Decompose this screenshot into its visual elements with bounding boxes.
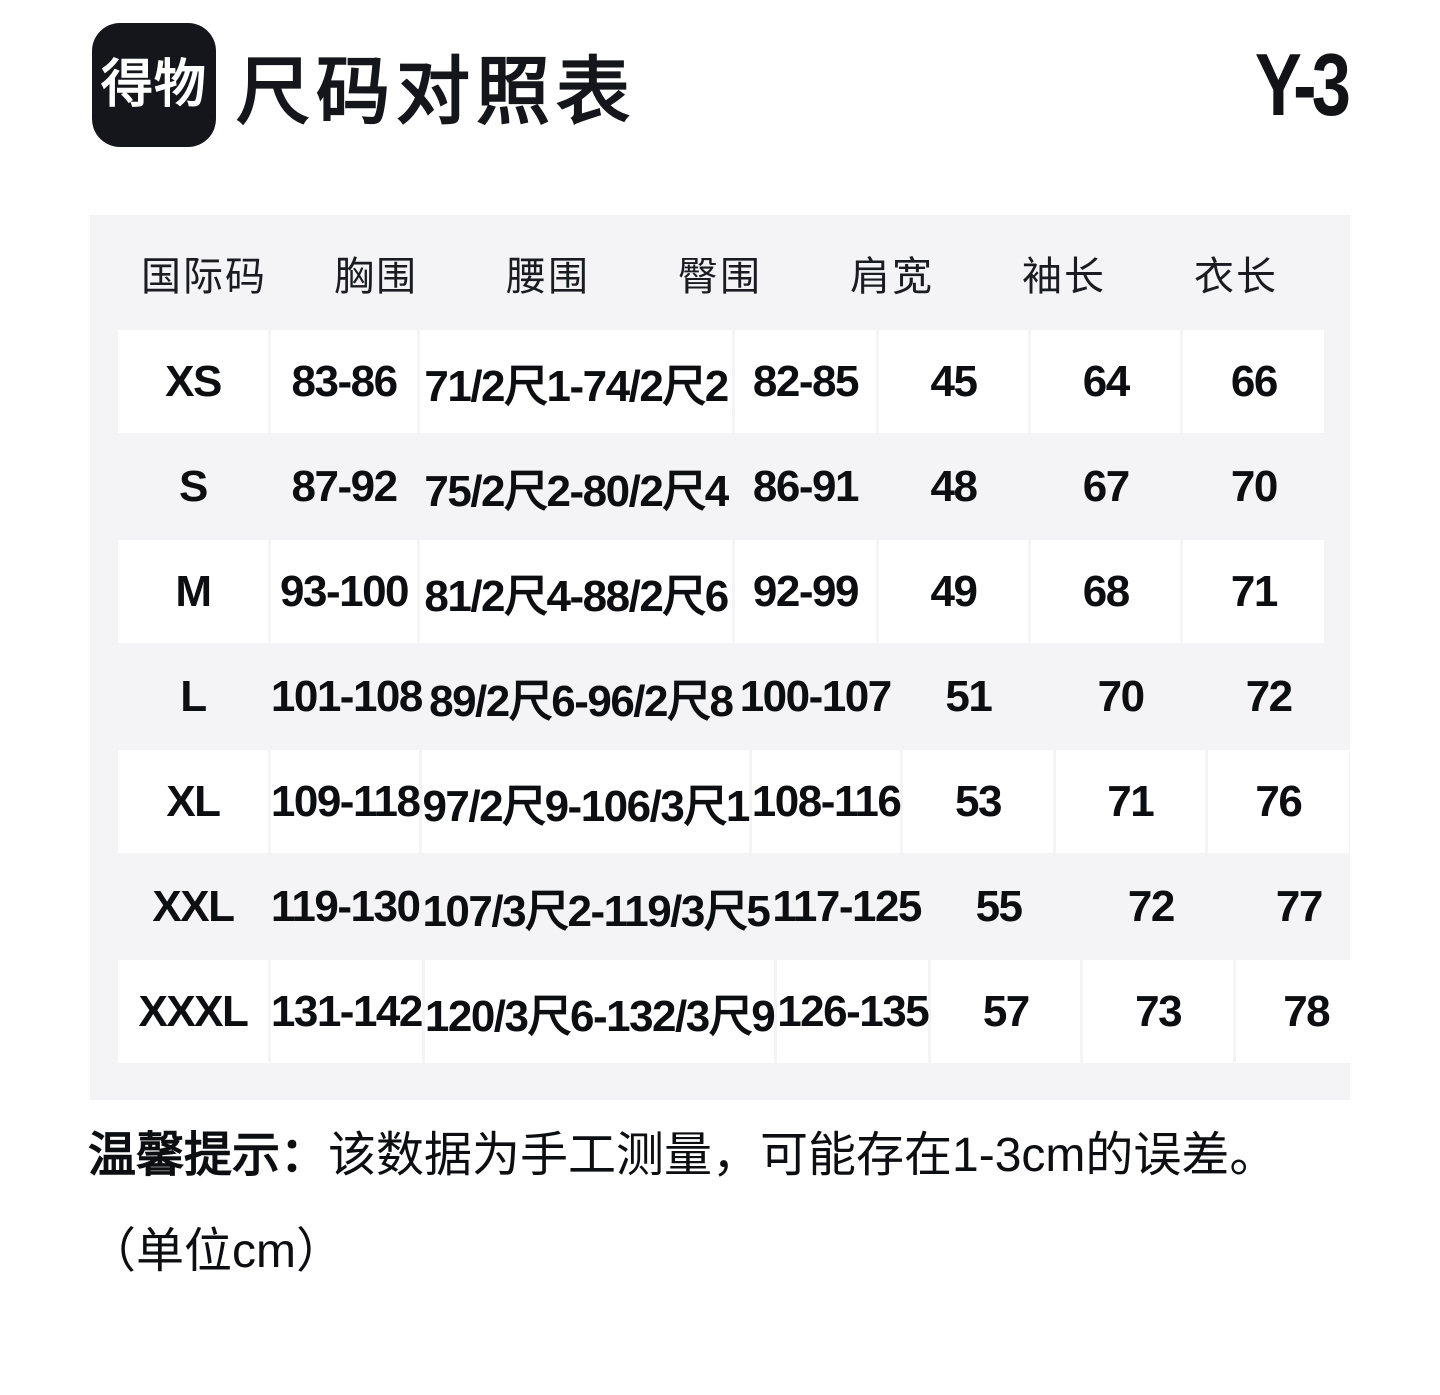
cell-length: 70 [1230,461,1278,511]
cell-shoulder: 48 [930,461,978,511]
cell-chest: 83-86 [270,330,418,433]
cell-shoulder: 49 [878,540,1029,643]
cell-length: 72 [1245,671,1293,721]
cell-sleeve: 70 [1097,671,1145,721]
cell-chest: 109-118 [270,750,421,853]
column-header-shoulder: 肩宽 [850,254,934,299]
cell-length: 66 [1183,330,1325,433]
cell-size: XXXL [118,960,268,1063]
column-header-waist: 腰围 [506,254,590,299]
cell-shoulder: 55 [975,881,1023,931]
cell-chest: 87-92 [291,461,399,511]
cell-size: L [180,671,207,721]
cell-waist: 120/3尺6-132/3尺9 [424,960,776,1063]
note-text: 该数据为手工测量，可能存在1-3cm的误差。 [328,1129,1278,1182]
table-row-xs: XS 83-86 71/2尺1-74/2尺2 82-85 45 64 66 [118,330,1325,433]
footer-note: 温馨提示：该数据为手工测量，可能存在1-3cm的误差。 （单位cm） [88,1124,1350,1284]
size-chart-table: 国际码 胸围 腰围 臀围 肩宽 袖长 衣长 XS 83-86 71/2尺1-74… [90,215,1377,1100]
cell-hip: 82-85 [735,330,876,433]
topbar: 得物 尺码对照表 Y-3 [0,0,1440,148]
note-label: 温馨提示： [88,1129,329,1182]
page-title: 尺码对照表 [236,49,636,133]
cell-shoulder: 51 [945,671,992,721]
cell-size: XL [118,750,268,853]
column-header-length: 衣长 [1194,254,1278,299]
cell-waist: 75/2尺2-80/2尺4 [424,466,729,516]
column-header-size: 国际码 [141,254,267,299]
cell-hip: 117-125 [772,881,922,931]
cell-waist: 89/2尺6-96/2尺8 [429,676,734,726]
cell-size: XS [118,330,268,433]
table-row-s: S 87-92 75/2尺2-80/2尺4 86-91 48 67 70 [118,435,1322,538]
cell-length: 76 [1207,750,1349,853]
cell-sleeve: 64 [1031,330,1181,433]
cell-sleeve: 71 [1055,750,1205,853]
cell-length: 78 [1235,960,1377,1063]
table-row-xl: XL 109-118 97/2尺9-106/3尺1 108-116 53 71 … [118,750,1349,853]
table-row-xxxl: XXXL 131-142 120/3尺6-132/3尺9 126-135 57 … [118,960,1377,1063]
cell-size: XXL [152,881,235,931]
cell-chest: 131-142 [270,960,423,1063]
table-row-l: L 101-108 89/2尺6-96/2尺8 100-107 51 70 72 [118,645,1322,748]
column-header-sleeve: 袖长 [1022,254,1106,299]
cell-size: M [118,540,268,643]
cell-hip: 86-91 [752,461,860,511]
cell-hip: 100-107 [739,671,892,721]
cell-waist: 107/3尺2-119/3尺5 [422,886,770,936]
cell-length: 71 [1183,540,1325,643]
cell-waist: 81/2尺4-88/2尺6 [420,540,732,643]
cell-waist: 97/2尺9-106/3尺1 [422,750,750,853]
note-unit: （单位cm） [88,1225,344,1278]
cell-length: 77 [1275,881,1323,931]
cell-sleeve: 67 [1082,461,1130,511]
note-line-1: 温馨提示：该数据为手工测量，可能存在1-3cm的误差。 [88,1124,1350,1188]
table-row-m: M 93-100 81/2尺4-88/2尺6 92-99 49 68 71 [118,540,1325,643]
cell-sleeve: 68 [1031,540,1181,643]
table-header-row: 国际码 胸围 腰围 臀围 肩宽 袖长 衣长 [118,215,1322,330]
cell-sleeve: 72 [1127,881,1175,931]
cell-waist: 71/2尺1-74/2尺2 [420,330,732,433]
cell-shoulder: 57 [931,960,1081,1063]
dewu-logo-text: 得物 [100,56,207,114]
cell-shoulder: 45 [878,330,1029,433]
cell-hip: 108-116 [751,750,902,853]
table-row-xxl: XXL 119-130 107/3尺2-119/3尺5 117-125 55 7… [118,855,1323,958]
cell-size: S [179,461,208,511]
cell-hip: 126-135 [777,960,930,1063]
cell-chest: 93-100 [270,540,418,643]
dewu-logo-icon: 得物 [92,23,216,147]
cell-shoulder: 53 [903,750,1053,853]
cell-chest: 119-130 [270,881,421,931]
cell-sleeve: 73 [1083,960,1233,1063]
brand-logo-y3: Y-3 [1254,35,1351,134]
cell-hip: 92-99 [735,540,876,643]
cell-chest: 101-108 [270,671,423,721]
column-header-chest: 胸围 [334,254,418,299]
column-header-hip: 臀围 [678,254,762,299]
